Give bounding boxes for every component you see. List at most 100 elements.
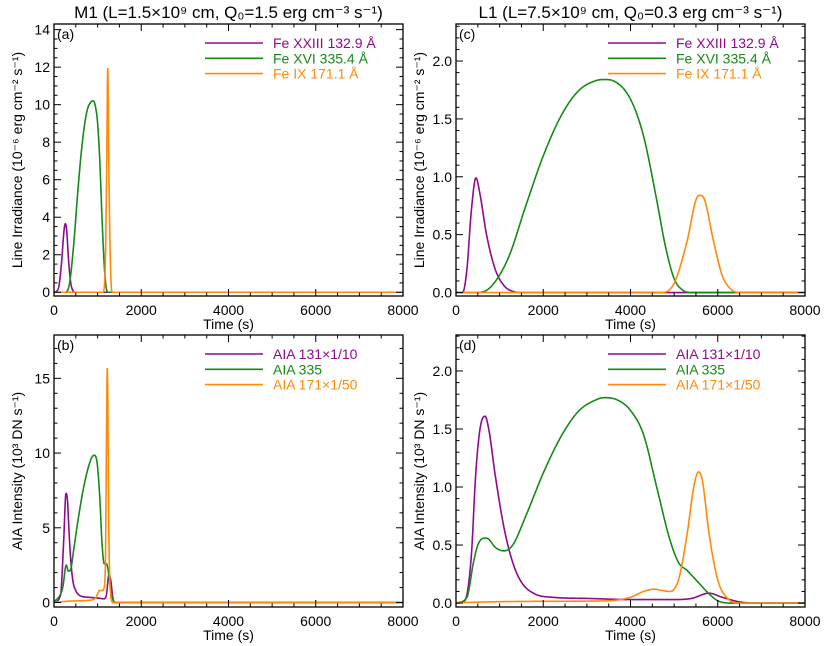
legend-item: Fe XVI 335.4 Å bbox=[608, 50, 772, 66]
y-ticks bbox=[456, 335, 805, 604]
panel-label: (d) bbox=[459, 337, 476, 353]
x-ticks bbox=[455, 335, 806, 607]
y-axis-title: AIA Intensity (10³ DN s⁻¹) bbox=[411, 392, 427, 550]
legend-label: Fe XXIII 132.9 Å bbox=[676, 35, 779, 51]
panel-title: M1 (L=1.5×10⁹ cm, Q₀=1.5 erg cm⁻³ s⁻¹) bbox=[74, 3, 383, 22]
x-tick-label: 0 bbox=[50, 613, 58, 629]
y-tick-label: 1.5 bbox=[433, 421, 453, 437]
legend: Fe XXIII 132.9 ÅFe XVI 335.4 ÅFe IX 171.… bbox=[608, 35, 779, 82]
x-tick-label: 4000 bbox=[615, 613, 646, 629]
x-tick-label: 0 bbox=[50, 302, 58, 318]
legend-label: Fe XXIII 132.9 Å bbox=[273, 35, 376, 51]
x-tick-label: 0 bbox=[452, 613, 460, 629]
x-tick-label: 8000 bbox=[789, 302, 820, 318]
legend-label: AIA 171×1/50 bbox=[676, 377, 761, 393]
y-tick-label: 1.0 bbox=[433, 479, 453, 495]
y-axis-title: AIA Intensity (10³ DN s⁻¹) bbox=[9, 392, 25, 550]
y-tick-label: 8 bbox=[42, 134, 50, 150]
legend-label: Fe XVI 335.4 Å bbox=[273, 50, 369, 66]
legend-label: AIA 171×1/50 bbox=[273, 377, 358, 393]
x-tick-label: 2000 bbox=[528, 302, 559, 318]
y-tick-label: 10 bbox=[34, 445, 50, 461]
panel-b: 0 2000 4000 6000 8000 0 5 10 15 Time (s) AIA Inten… bbox=[9, 334, 419, 643]
series-line-green bbox=[456, 78, 805, 294]
y-tick-label: 2.0 bbox=[433, 53, 453, 69]
x-axis-title: Time (s) bbox=[605, 627, 656, 643]
panel-d: 0 2000 4000 6000 8000 0.0 0.5 1.0 1.5 2.0 Time (s)… bbox=[411, 334, 821, 643]
y-tick-label: 0 bbox=[42, 595, 50, 611]
series-line-purple bbox=[456, 177, 805, 294]
x-axis-title: Time (s) bbox=[605, 316, 656, 332]
panel-label: (a) bbox=[57, 26, 74, 42]
legend-item: Fe XXIII 132.9 Å bbox=[205, 35, 376, 51]
y-tick-label: 15 bbox=[34, 370, 50, 386]
legend-label: Fe IX 171.1 Å bbox=[676, 66, 762, 82]
series-line-orange bbox=[54, 367, 403, 604]
x-ticks bbox=[53, 335, 404, 607]
panel-label: (b) bbox=[57, 337, 74, 353]
legend-label: AIA 335 bbox=[273, 361, 322, 377]
series-line-orange bbox=[456, 471, 805, 604]
legend-label: Fe XVI 335.4 Å bbox=[676, 50, 772, 66]
y-tick-label: 10 bbox=[34, 97, 50, 113]
y-tick-label: 1.5 bbox=[433, 111, 453, 127]
series-line-orange bbox=[54, 68, 403, 294]
x-axis-title: Time (s) bbox=[203, 627, 254, 643]
y-tick-label: 0 bbox=[42, 284, 50, 300]
y-tick-label: 12 bbox=[34, 59, 50, 75]
x-tick-label: 6000 bbox=[702, 302, 733, 318]
legend-label: AIA 335 bbox=[676, 361, 725, 377]
x-axis-title: Time (s) bbox=[203, 316, 254, 332]
y-ticks bbox=[54, 347, 403, 604]
y-axis-title: Line Irradiance (10⁻⁶ erg cm⁻² s⁻¹) bbox=[9, 52, 25, 268]
legend: Fe XXIII 132.9 ÅFe XVI 335.4 ÅFe IX 171.… bbox=[205, 35, 376, 82]
x-tick-label: 0 bbox=[452, 302, 460, 318]
x-tick-label: 6000 bbox=[702, 613, 733, 629]
legend-item: AIA 131×1/10 bbox=[205, 346, 358, 362]
legend-item: Fe IX 171.1 Å bbox=[205, 66, 359, 82]
series-line-purple bbox=[456, 415, 805, 604]
x-ticks bbox=[455, 24, 806, 296]
y-tick-label: 2.0 bbox=[433, 363, 453, 379]
y-tick-label: 4 bbox=[42, 209, 50, 225]
x-tick-label: 4000 bbox=[213, 302, 244, 318]
y-tick-label: 6 bbox=[42, 172, 50, 188]
legend-item: AIA 335 bbox=[608, 361, 725, 377]
legend-label: AIA 131×1/10 bbox=[273, 346, 358, 362]
legend-label: AIA 131×1/10 bbox=[676, 346, 761, 362]
panel-a: 0 2000 4000 6000 8000 0 2 4 6 8 10 12 14 Time (s) Line… bbox=[9, 3, 419, 332]
y-tick-label: 2 bbox=[42, 247, 50, 263]
x-tick-label: 2000 bbox=[126, 302, 157, 318]
series-line-green bbox=[456, 396, 805, 604]
x-tick-label: 8000 bbox=[789, 613, 820, 629]
panel-c: 0 2000 4000 6000 8000 0.0 0.5 1.0 1.5 2.0 Time (s)… bbox=[411, 3, 821, 332]
y-tick-label: 0.0 bbox=[433, 285, 453, 301]
panel-title: L1 (L=7.5×10⁹ cm, Q₀=0.3 erg cm⁻³ s⁻¹) bbox=[479, 3, 783, 22]
legend-item: Fe IX 171.1 Å bbox=[608, 66, 762, 82]
y-tick-label: 1.0 bbox=[433, 169, 453, 185]
y-axis-title: Line Irradiance (10⁻⁶ erg cm⁻² s⁻¹) bbox=[411, 52, 427, 268]
legend-item: AIA 171×1/50 bbox=[608, 377, 761, 393]
legend-item: Fe XXIII 132.9 Å bbox=[608, 35, 779, 51]
x-tick-label: 8000 bbox=[387, 302, 418, 318]
panel-label: (c) bbox=[459, 26, 475, 42]
x-tick-label: 6000 bbox=[300, 613, 331, 629]
legend-item: AIA 171×1/50 bbox=[205, 377, 358, 393]
y-tick-label: 14 bbox=[34, 22, 50, 38]
x-tick-label: 4000 bbox=[615, 302, 646, 318]
series-line-orange bbox=[456, 194, 805, 294]
legend-item: AIA 131×1/10 bbox=[608, 346, 761, 362]
x-tick-label: 2000 bbox=[126, 613, 157, 629]
y-tick-label: 0.0 bbox=[433, 595, 453, 611]
y-ticks bbox=[456, 25, 805, 294]
x-tick-label: 6000 bbox=[300, 302, 331, 318]
legend-label: Fe IX 171.1 Å bbox=[273, 66, 359, 82]
y-tick-label: 0.5 bbox=[433, 537, 453, 553]
x-tick-label: 4000 bbox=[213, 613, 244, 629]
y-tick-label: 5 bbox=[42, 520, 50, 536]
y-ticks bbox=[54, 29, 403, 293]
legend-item: AIA 335 bbox=[205, 361, 322, 377]
x-tick-label: 2000 bbox=[528, 613, 559, 629]
